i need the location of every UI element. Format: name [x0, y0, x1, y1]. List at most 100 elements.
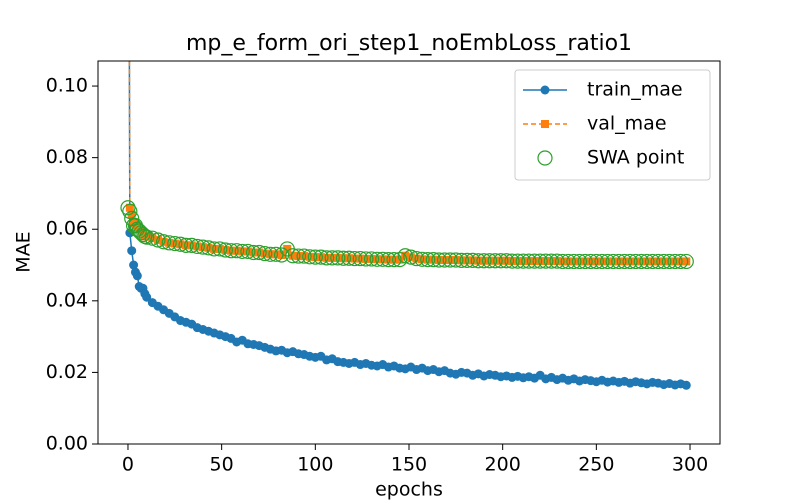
- y-tick-label: 0.00: [46, 433, 88, 455]
- marker: [448, 252, 464, 268]
- marker: [502, 256, 511, 265]
- y-tick-label: 0.08: [46, 146, 88, 168]
- marker: [229, 243, 245, 259]
- marker: [198, 243, 207, 252]
- marker: [592, 257, 601, 266]
- marker: [465, 252, 481, 268]
- marker: [172, 236, 189, 252]
- marker: [184, 237, 200, 253]
- marker: [238, 247, 247, 256]
- marker: [255, 248, 264, 257]
- marker: [476, 253, 492, 269]
- x-tick-label: 300: [672, 454, 708, 476]
- marker: [262, 246, 278, 262]
- marker: [277, 251, 286, 260]
- marker: [470, 253, 486, 269]
- marker: [167, 235, 183, 252]
- marker: [451, 256, 460, 265]
- marker: [135, 227, 151, 243]
- marker: [302, 249, 318, 265]
- marker: [129, 260, 139, 270]
- marker: [682, 257, 691, 266]
- marker: [271, 250, 280, 259]
- marker: [442, 252, 458, 268]
- marker: [182, 241, 191, 250]
- marker: [626, 257, 635, 266]
- y-tick-label: 0.04: [46, 289, 88, 311]
- marker: [195, 239, 211, 255]
- marker: [581, 257, 590, 266]
- y-axis-label: MAE: [13, 231, 35, 272]
- marker: [611, 253, 627, 270]
- marker: [633, 253, 649, 270]
- marker: [159, 237, 168, 246]
- y-tick-label: 0.02: [46, 361, 88, 383]
- marker: [639, 253, 655, 270]
- marker: [127, 246, 137, 256]
- marker: [436, 252, 453, 268]
- marker: [296, 248, 312, 264]
- x-tick-label: 50: [210, 454, 234, 476]
- marker: [434, 256, 443, 265]
- marker: [532, 253, 548, 269]
- marker: [519, 257, 528, 266]
- marker: [586, 257, 595, 266]
- marker: [313, 249, 329, 265]
- x-tick-label: 200: [485, 454, 521, 476]
- marker: [294, 252, 303, 261]
- marker: [283, 244, 292, 253]
- marker: [597, 257, 606, 266]
- x-tick-label: 0: [122, 454, 134, 476]
- marker: [671, 257, 680, 266]
- legend-marker: [541, 120, 549, 128]
- marker: [485, 256, 494, 265]
- marker: [498, 253, 515, 269]
- marker: [566, 253, 582, 270]
- marker: [622, 253, 638, 270]
- marker: [440, 256, 449, 265]
- marker: [165, 238, 174, 247]
- marker: [558, 257, 567, 266]
- marker: [193, 242, 202, 251]
- marker: [609, 257, 618, 266]
- marker: [274, 247, 290, 263]
- marker: [504, 253, 520, 269]
- marker: [453, 252, 470, 268]
- marker: [667, 253, 683, 270]
- marker: [339, 254, 348, 263]
- marker: [549, 253, 565, 269]
- marker: [481, 253, 498, 269]
- marker: [127, 210, 136, 219]
- marker: [285, 248, 301, 264]
- marker: [418, 255, 427, 264]
- marker: [350, 254, 359, 263]
- marker: [330, 250, 346, 266]
- plot-area: [120, 61, 694, 390]
- marker: [406, 253, 415, 262]
- marker: [650, 253, 666, 270]
- marker: [408, 250, 425, 267]
- marker: [547, 257, 556, 266]
- marker: [644, 253, 661, 270]
- marker: [425, 252, 441, 268]
- marker: [513, 257, 522, 266]
- marker: [392, 252, 408, 268]
- marker: [234, 243, 250, 260]
- marker: [665, 257, 674, 266]
- marker: [232, 246, 241, 255]
- marker: [378, 255, 387, 264]
- marker: [656, 253, 672, 270]
- marker: [161, 235, 177, 251]
- marker: [526, 253, 543, 269]
- marker: [204, 243, 213, 252]
- marker: [524, 257, 533, 266]
- marker: [420, 252, 436, 268]
- marker: [569, 257, 578, 266]
- legend-marker: [540, 85, 550, 95]
- marker: [316, 253, 325, 262]
- marker: [288, 251, 297, 260]
- marker: [423, 255, 432, 264]
- marker: [431, 252, 447, 268]
- marker: [521, 253, 537, 269]
- marker: [457, 256, 466, 265]
